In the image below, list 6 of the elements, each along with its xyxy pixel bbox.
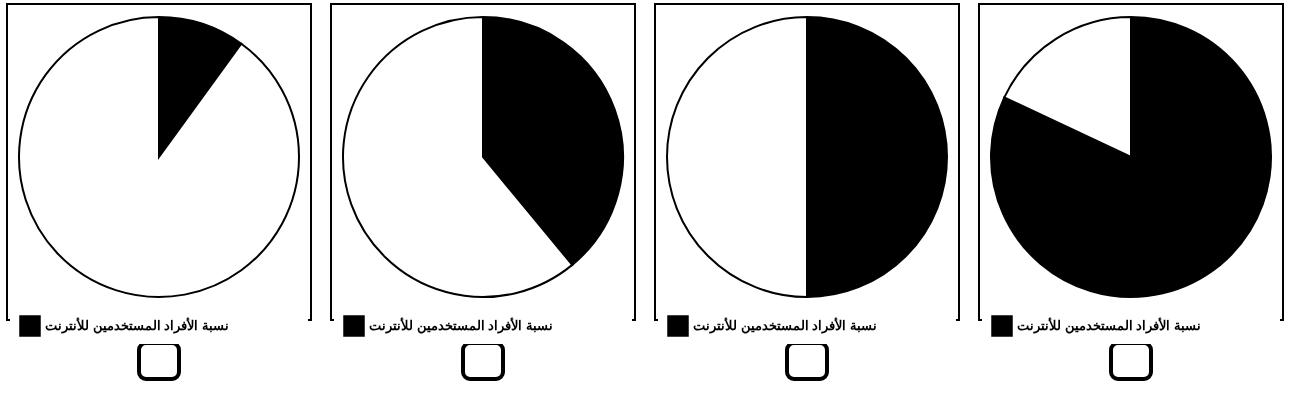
pie-slice — [18, 16, 300, 298]
legend-label: نسبة الأفراد المستخدمين للأنترنت — [369, 317, 553, 334]
legend-label: نسبة الأفراد المستخدمين للأنترنت — [45, 317, 229, 334]
pie-slice — [990, 16, 1272, 298]
legend-label: نسبة الأفراد المستخدمين للأنترنت — [693, 317, 877, 334]
legend-label: نسبة الأفراد المستخدمين للأنترنت — [1017, 317, 1201, 334]
